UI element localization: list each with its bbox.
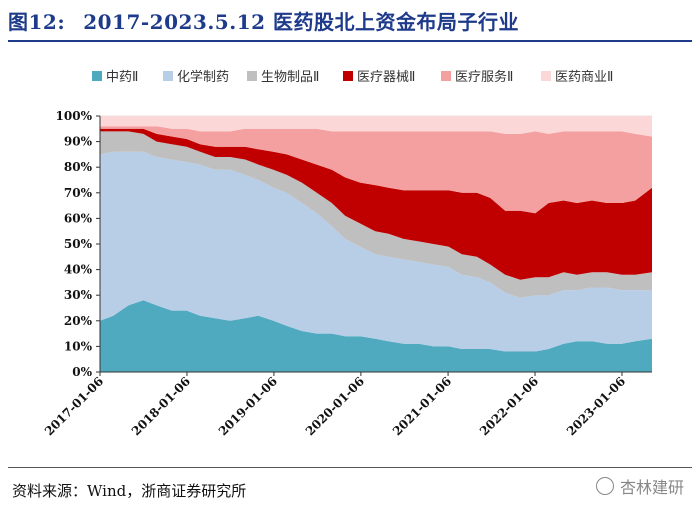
area-series — [100, 300, 652, 372]
y-tick-label: 80% — [64, 160, 93, 174]
legend-label: 生物制品Ⅱ — [261, 70, 319, 85]
figure-number: 图12: — [8, 10, 66, 34]
legend-label: 化学制药 — [177, 69, 229, 85]
chart-legend: 中药Ⅱ 化学制药 生物制品Ⅱ 医疗器械Ⅱ 医疗服务Ⅱ 医药商业Ⅱ — [92, 69, 613, 85]
legend-label: 医疗服务Ⅱ — [455, 69, 513, 85]
chart-areas — [100, 116, 652, 372]
legend-label: 中药Ⅱ — [106, 70, 138, 85]
watermark-text: 杏林建研 — [619, 478, 684, 497]
legend-label: 医疗器械Ⅱ — [357, 70, 415, 85]
title-underline — [8, 40, 692, 42]
source-note: 资料来源：Wind，浙商证券研究所 — [12, 482, 247, 500]
x-tick-label: 2020-01-06 — [303, 374, 367, 438]
x-tick-label: 2023-01-06 — [564, 374, 628, 438]
legend-item: 生物制品Ⅱ — [247, 70, 319, 85]
x-tick-label: 2017-01-06 — [42, 374, 106, 438]
legend-swatch — [163, 71, 173, 81]
y-tick-label: 20% — [64, 314, 93, 328]
legend-item: 化学制药 — [163, 69, 229, 85]
y-tick-label: 10% — [64, 339, 93, 353]
legend-label: 医药商业Ⅱ — [555, 70, 613, 85]
area-series — [100, 151, 652, 352]
y-tick-label: 100% — [56, 109, 93, 123]
stacked-area-chart: 中药Ⅱ 化学制药 生物制品Ⅱ 医疗器械Ⅱ 医疗服务Ⅱ 医药商业Ⅱ 0% 10% 20% 30% 4… — [42, 69, 652, 438]
y-tick-label: 50% — [64, 237, 93, 251]
legend-item: 医疗器械Ⅱ — [343, 70, 415, 85]
area-series — [100, 128, 652, 280]
y-tick-label: 40% — [64, 263, 93, 277]
legend-swatch — [92, 71, 102, 81]
figure-title: 图12: 2017-2023.5.12 医药股北上资金布局子行业 — [8, 6, 519, 35]
x-axis-ticks: 2017-01-06 2018-01-06 2019-01-06 2020-01-06… — [42, 372, 628, 438]
legend-item: 医疗服务Ⅱ — [441, 69, 513, 85]
y-axis-ticks: 0% 10% 20% 30% 40% 50% 60% 70% 80% 90% 100% — [56, 109, 100, 379]
y-tick-label: 30% — [64, 288, 93, 302]
watermark: 杏林建研 — [595, 474, 684, 498]
figure-title-text: 2017-2023.5.12 医药股北上资金布局子行业 — [83, 10, 519, 34]
legend-swatch — [247, 71, 257, 81]
y-tick-label: 90% — [64, 135, 93, 149]
wechat-icon — [595, 477, 614, 495]
x-tick-label: 2018-01-06 — [129, 374, 193, 438]
area-series — [100, 116, 652, 137]
y-tick-label: 70% — [64, 186, 93, 200]
x-tick-label: 2019-01-06 — [216, 374, 280, 438]
x-tick-label: 2022-01-06 — [477, 374, 541, 438]
legend-item: 中药Ⅱ — [92, 70, 138, 85]
x-tick-label: 2021-01-06 — [390, 374, 454, 438]
area-series — [100, 131, 652, 298]
legend-item: 医药商业Ⅱ — [541, 70, 613, 85]
legend-swatch — [541, 71, 551, 81]
footer-divider — [8, 467, 692, 468]
y-tick-label: 60% — [64, 211, 93, 225]
y-tick-label: 0% — [72, 365, 92, 379]
area-series — [100, 126, 652, 214]
legend-swatch — [441, 71, 451, 81]
legend-swatch — [343, 71, 353, 81]
